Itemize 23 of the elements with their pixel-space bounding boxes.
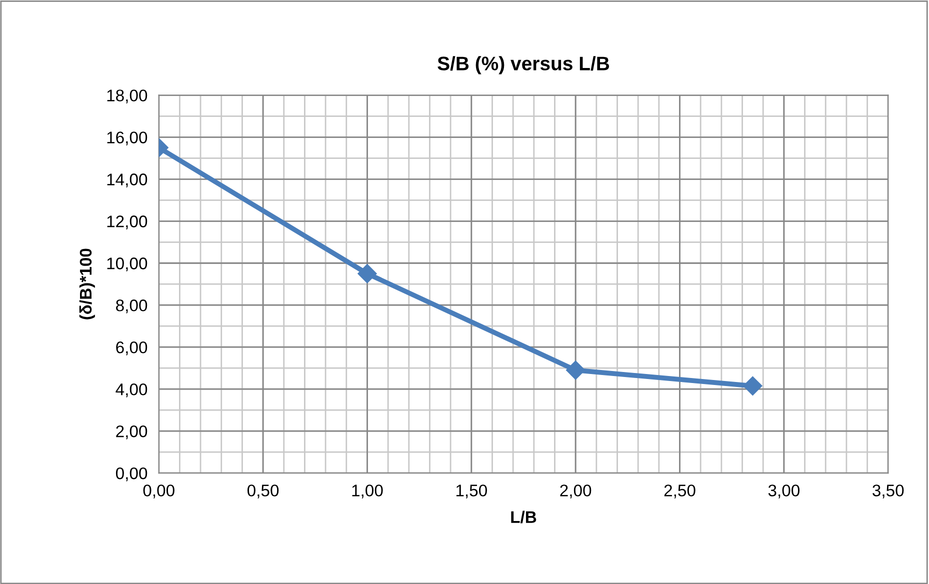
y-tick-label: 4,00: [116, 383, 148, 398]
x-axis-title: L/B: [511, 510, 536, 524]
point: [743, 376, 762, 396]
x-tick-label: 1,00: [352, 484, 383, 498]
y-tick-label: 16,00: [107, 132, 148, 146]
y-tick-label: 2,00: [116, 425, 148, 440]
y-tick-label: 12,00: [107, 216, 148, 230]
x-tick-label: 2,00: [560, 484, 592, 498]
y-axis-title: (δ/B)*100: [79, 248, 95, 320]
x-tick-label: 3,00: [768, 484, 800, 498]
x-tick-label: 2,50: [664, 484, 696, 498]
y-tick-label: 8,00: [116, 300, 148, 314]
x-tick-label: 1,50: [456, 484, 487, 498]
y-tick-label: 0,00: [116, 467, 148, 482]
y-tick-label: 18,00: [107, 90, 148, 104]
x-tick-label: 0,50: [247, 484, 279, 498]
y-tick-label: 6,00: [116, 341, 148, 356]
x-tick-label: 3,50: [872, 484, 904, 498]
y-tick-label: 10,00: [107, 258, 148, 272]
x-tick-label: 0,00: [143, 484, 174, 498]
y-tick-label: 14,00: [107, 174, 148, 188]
point: [566, 360, 586, 380]
chart-title: S/B (%) versus L/B: [438, 56, 610, 74]
